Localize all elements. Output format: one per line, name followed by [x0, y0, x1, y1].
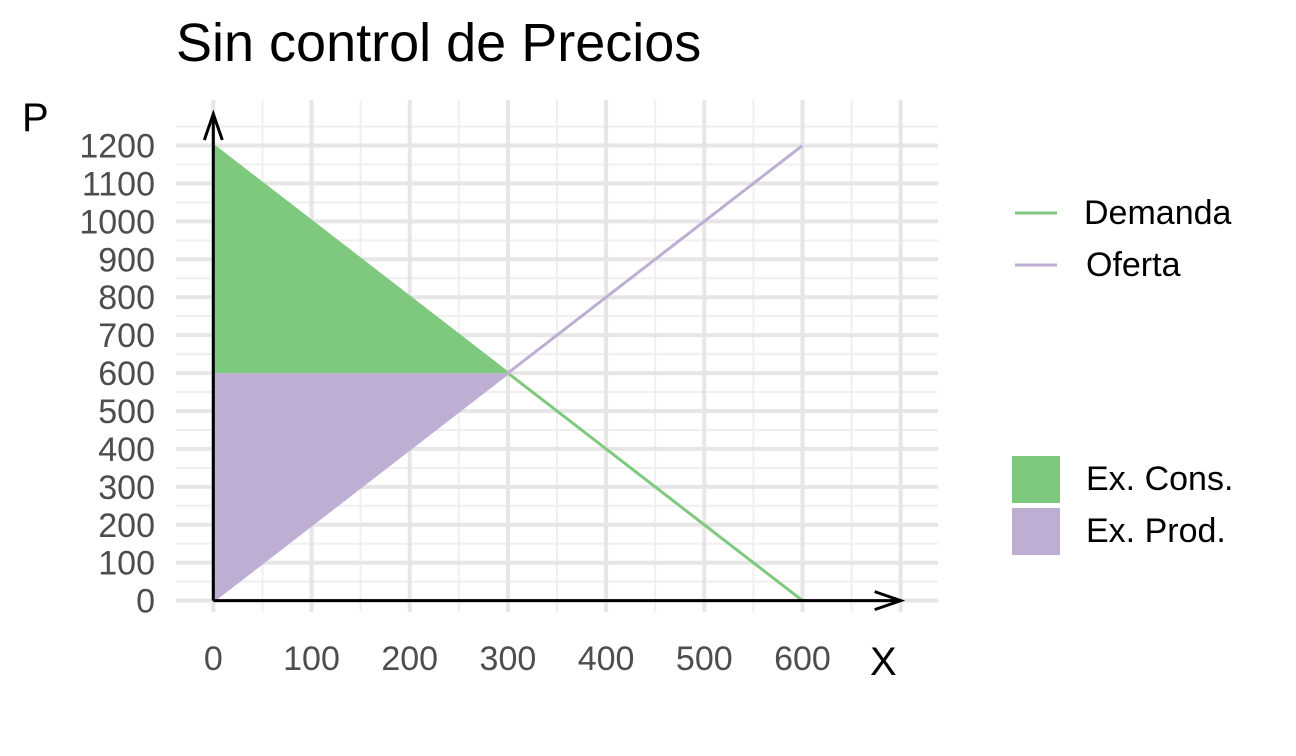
y-tick-label: 1200 [79, 128, 155, 166]
legend-key-ex-cons [1012, 456, 1060, 503]
legend-label-ex-cons: Ex. Cons. [1086, 460, 1234, 498]
x-tick-label: 300 [480, 640, 537, 678]
y-tick-label: 1000 [79, 203, 155, 241]
x-tick-label: 0 [204, 640, 223, 678]
y-tick-label: 300 [98, 469, 155, 507]
y-tick-label: 1100 [82, 165, 155, 203]
y-tick-label: 500 [98, 393, 155, 431]
y-tick-label: 400 [98, 431, 155, 469]
y-axis-label: P [22, 96, 49, 140]
x-tick-label: 600 [774, 640, 831, 678]
legend-key-ex-prod [1012, 508, 1060, 555]
y-tick-label: 100 [98, 545, 155, 583]
x-axis-label: X [870, 640, 897, 684]
surplus-area-0 [213, 145, 508, 374]
legend-label-demanda: Demanda [1084, 194, 1232, 232]
y-tick-label: 600 [98, 355, 155, 393]
x-tick-label: 200 [381, 640, 438, 678]
y-tick-label: 700 [98, 317, 155, 355]
x-tick-label: 500 [676, 640, 733, 678]
y-axis-arrow [202, 109, 224, 141]
x-tick-label: 400 [578, 640, 635, 678]
y-tick-label: 900 [98, 241, 155, 279]
legend-label-oferta: Oferta [1086, 246, 1181, 284]
y-tick-label: 0 [136, 583, 155, 621]
series-line-1 [212, 144, 804, 602]
y-tick-label: 800 [98, 279, 155, 317]
legend-label-ex-prod: Ex. Prod. [1086, 512, 1226, 550]
x-axis-arrow [874, 590, 906, 612]
chart-title: Sin control de Precios [176, 13, 702, 73]
x-tick-label: 100 [283, 640, 340, 678]
y-tick-label: 200 [98, 507, 155, 545]
